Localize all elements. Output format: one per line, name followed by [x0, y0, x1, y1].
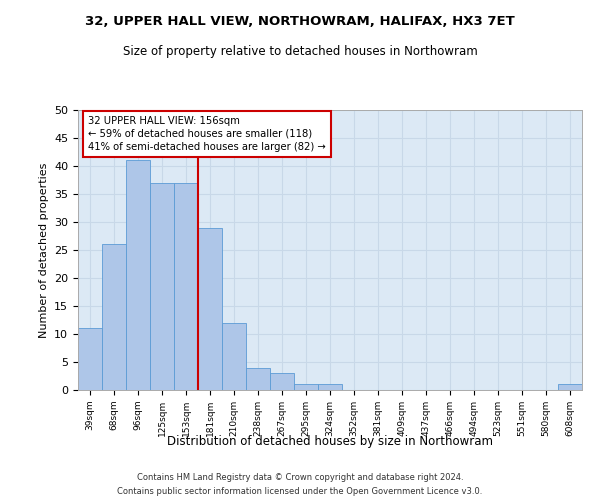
- Bar: [246, 368, 270, 390]
- Text: 32 UPPER HALL VIEW: 156sqm
← 59% of detached houses are smaller (118)
41% of sem: 32 UPPER HALL VIEW: 156sqm ← 59% of deta…: [88, 116, 326, 152]
- Bar: [150, 183, 174, 390]
- Bar: [198, 228, 222, 390]
- Bar: [294, 384, 318, 390]
- Bar: [558, 384, 582, 390]
- Bar: [78, 328, 102, 390]
- Bar: [126, 160, 150, 390]
- Text: Contains HM Land Registry data © Crown copyright and database right 2024.: Contains HM Land Registry data © Crown c…: [137, 472, 463, 482]
- Bar: [102, 244, 126, 390]
- Bar: [174, 183, 198, 390]
- Text: 32, UPPER HALL VIEW, NORTHOWRAM, HALIFAX, HX3 7ET: 32, UPPER HALL VIEW, NORTHOWRAM, HALIFAX…: [85, 15, 515, 28]
- Bar: [318, 384, 342, 390]
- Bar: [270, 373, 294, 390]
- Text: Contains public sector information licensed under the Open Government Licence v3: Contains public sector information licen…: [118, 488, 482, 496]
- Text: Distribution of detached houses by size in Northowram: Distribution of detached houses by size …: [167, 435, 493, 448]
- Text: Size of property relative to detached houses in Northowram: Size of property relative to detached ho…: [122, 45, 478, 58]
- Y-axis label: Number of detached properties: Number of detached properties: [38, 162, 49, 338]
- Bar: [222, 323, 246, 390]
